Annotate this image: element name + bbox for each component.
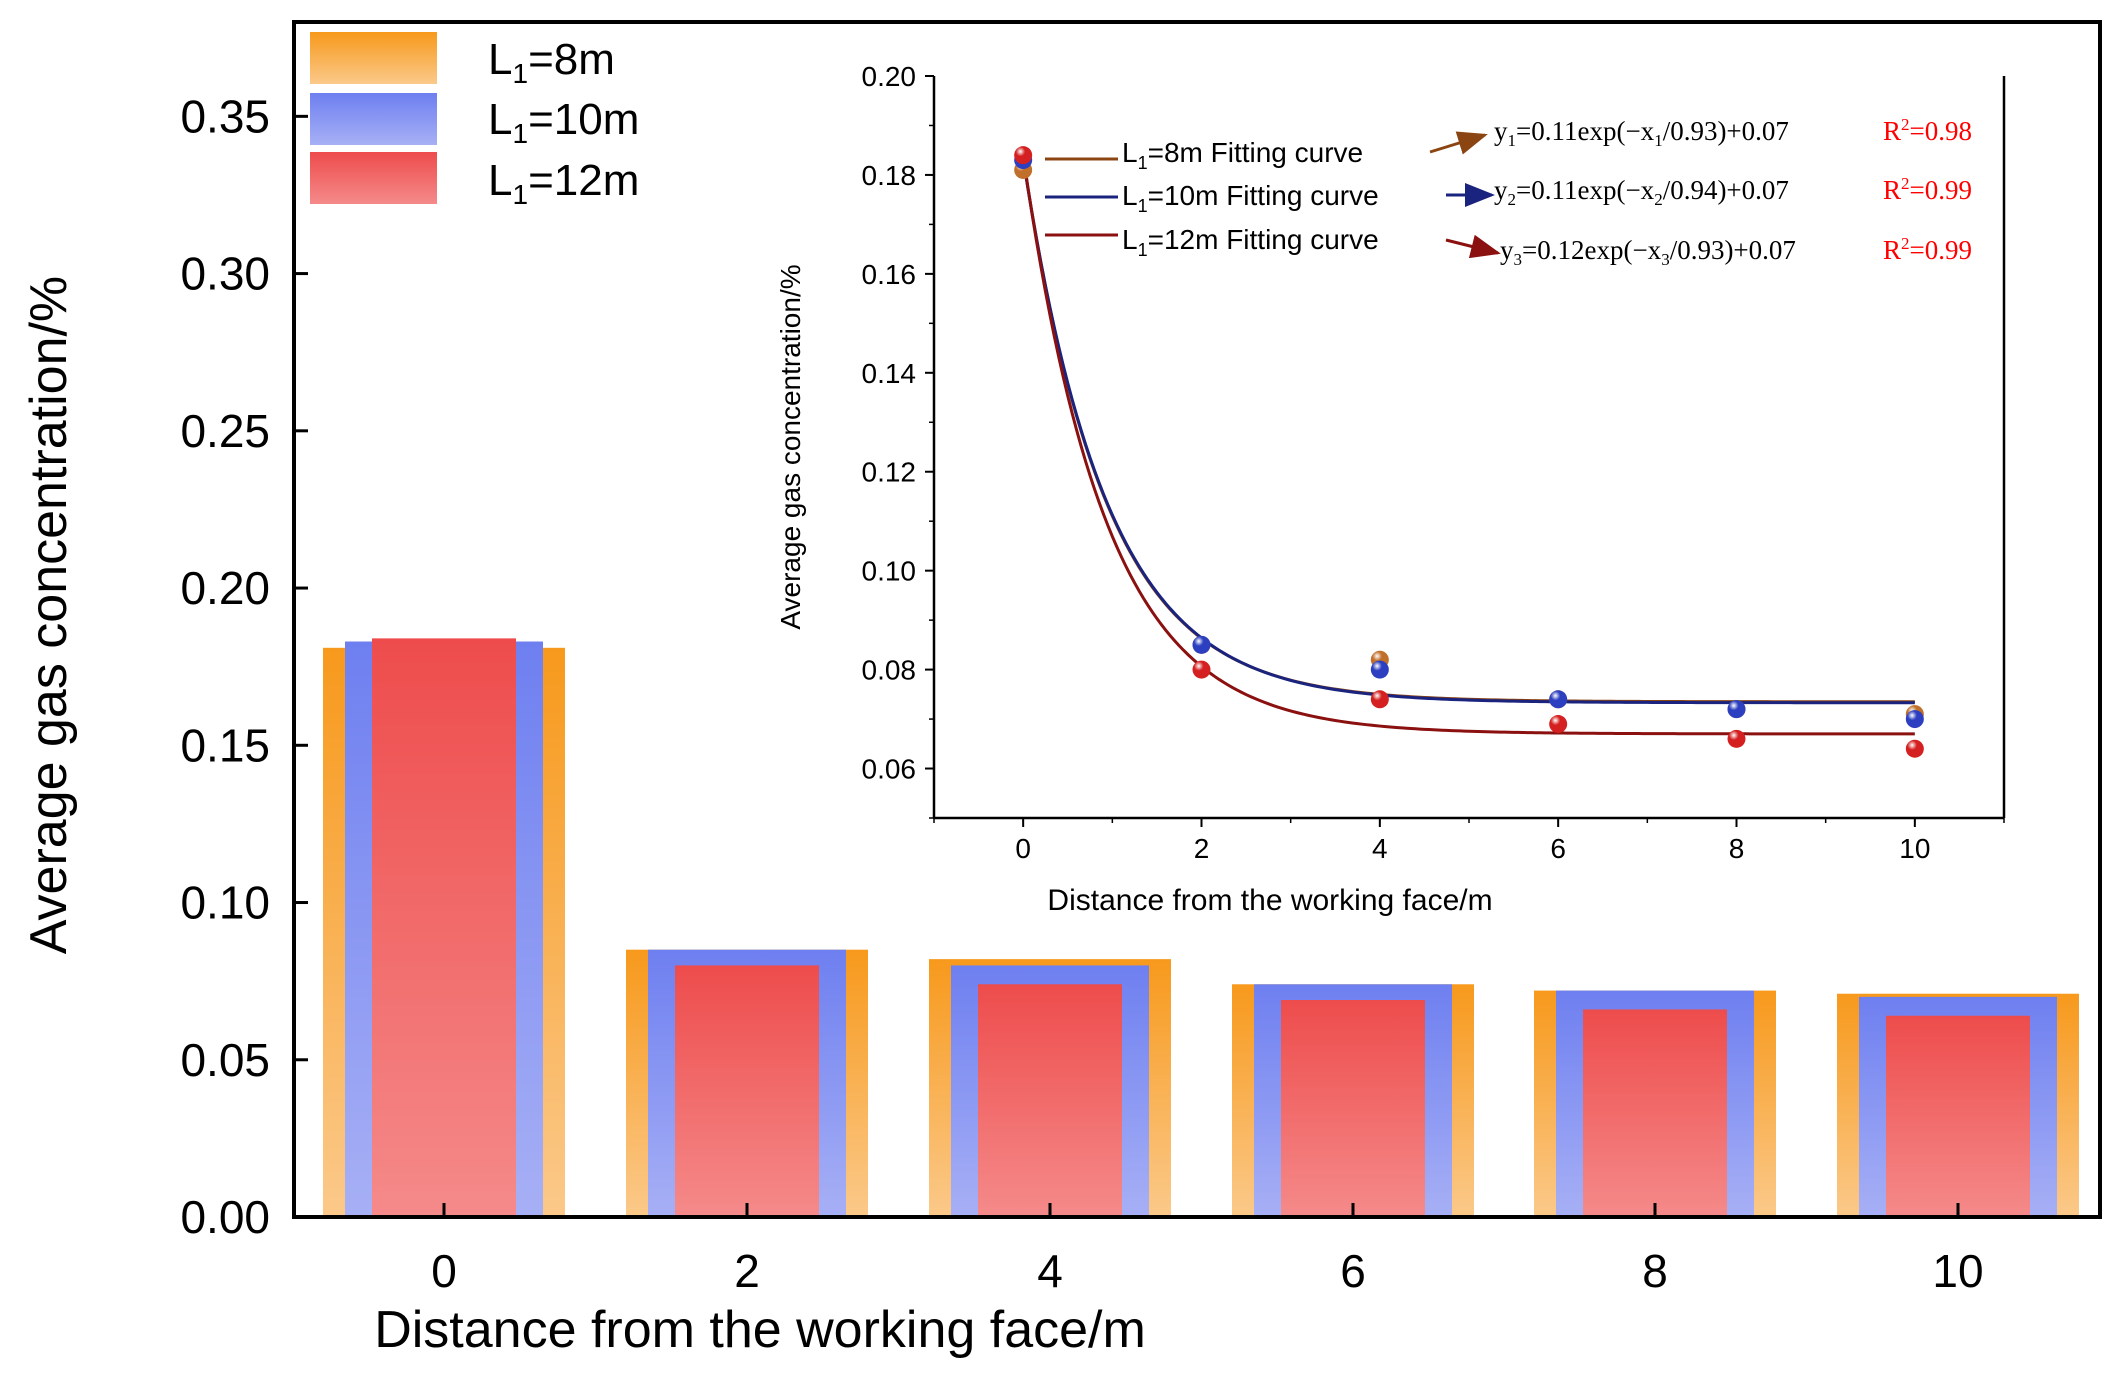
main-y-tick-label: 0.15 (180, 719, 270, 771)
bar-L1-12m-x0 (372, 638, 516, 1217)
fit-r2-8m: R2=0.98 (1883, 115, 1972, 146)
fit-curve-L1-10m (1021, 158, 1915, 705)
inset-y-tick-label: 0.20 (862, 61, 917, 92)
bar-L1-12m-x6 (1281, 1000, 1425, 1217)
inset-y-tick-label: 0.10 (862, 556, 917, 587)
main-plot-frame (292, 20, 2102, 1219)
fit-label-8m: L1=8m Fitting curve (1122, 137, 1363, 173)
point-L1-12m-x10 (1905, 739, 1924, 758)
point-L1-12m-x6 (1549, 715, 1568, 734)
main-y-tick-label: 0.20 (180, 562, 270, 614)
inset-x-tick-label: 10 (1899, 833, 1930, 864)
inset-y-tick-label: 0.16 (862, 259, 917, 290)
legend-label-12m: L1=12m (488, 156, 639, 210)
bar-L1-12m-x8 (1583, 1009, 1727, 1217)
inset-y-axis: 0.06 0.08 0.10 0.12 0.14 0.16 0.18 0.20 (862, 61, 934, 819)
inset-x-tick-label: 2 (1194, 833, 1210, 864)
main-bars (323, 638, 2079, 1217)
main-x-tick-label: 2 (734, 1245, 760, 1297)
bar-L1-12m-x2 (675, 965, 819, 1217)
fit-curve-L1-12m (1021, 154, 1915, 736)
legend-swatch-12m (310, 152, 437, 204)
legend-swatch-10m (310, 93, 437, 145)
inset-x-tick-label: 0 (1015, 833, 1031, 864)
main-y-axis-label: Average gas concentration/% (20, 276, 78, 954)
point-L1-10m-x4 (1370, 660, 1389, 679)
point-L1-10m-x10 (1905, 710, 1924, 729)
main-x-tick-label: 10 (1932, 1245, 1983, 1297)
main-y-tick-label: 0.35 (180, 90, 270, 142)
inset-data-points (1014, 146, 1924, 758)
main-y-axis: 0.00 0.05 0.10 0.15 0.20 0.25 0.30 0.35 (180, 90, 308, 1243)
inset-x-tick-label: 6 (1550, 833, 1566, 864)
main-y-tick-label: 0.00 (180, 1191, 270, 1243)
legend-swatch-8m (310, 32, 437, 84)
main-x-tick-label: 8 (1642, 1245, 1668, 1297)
point-L1-10m-x2 (1192, 635, 1211, 654)
point-L1-12m-x0 (1014, 146, 1033, 165)
point-L1-10m-x8 (1727, 700, 1746, 719)
inset-fitting-chart: 0.06 0.08 0.10 0.12 0.14 0.16 0.18 0.20 0 2 4 6 8 10… (775, 61, 2006, 917)
fit-r2-10m: R2=0.99 (1883, 174, 1972, 205)
main-y-tick-label: 0.10 (180, 877, 270, 929)
inset-x-tick-label: 8 (1729, 833, 1745, 864)
bar-L1-12m-x10 (1886, 1015, 2030, 1217)
fit-label-10m: L1=10m Fitting curve (1122, 180, 1379, 216)
main-y-tick-label: 0.25 (180, 405, 270, 457)
main-x-axis-label: Distance from the working face/m (374, 1301, 1146, 1359)
inset-y-tick-label: 0.08 (862, 655, 917, 686)
inset-fit-curves (1021, 154, 1915, 736)
inset-x-tick-label: 4 (1372, 833, 1388, 864)
point-L1-12m-x2 (1192, 660, 1211, 679)
point-L1-10m-x6 (1549, 690, 1568, 709)
fit-equation-10m: y2=0.11exp(−x2/0.94)+0.07 (1494, 175, 1789, 209)
legend-label-8m: L1=8m (488, 35, 615, 89)
inset-y-axis-label: Average gas concentration/% (775, 264, 806, 629)
inset-y-tick-label: 0.12 (862, 457, 917, 488)
legend-label-10m: L1=10m (488, 95, 639, 149)
inset-background (934, 76, 2004, 818)
main-x-tick-label: 4 (1037, 1245, 1063, 1297)
fit-arrow-8m (1429, 131, 1488, 155)
fit-label-12m: L1=12m Fitting curve (1122, 224, 1379, 260)
main-y-tick-label: 0.05 (180, 1034, 270, 1086)
main-legend: L1=8m L1=10m L1=12m (310, 32, 639, 210)
main-y-tick-label: 0.30 (180, 248, 270, 300)
inset-x-axis: 0 2 4 6 8 10 (933, 818, 2005, 864)
fit-equation-8m: y1=0.11exp(−x1/0.93)+0.07 (1494, 116, 1789, 150)
fit-arrow-12m (1445, 234, 1501, 259)
inset-x-axis-label: Distance from the working face/m (1047, 884, 1492, 917)
fit-r2-12m: R2=0.99 (1883, 234, 1972, 265)
point-L1-12m-x8 (1727, 729, 1746, 748)
fit-equation-12m: y3=0.12exp(−x3/0.93)+0.07 (1500, 235, 1796, 269)
main-x-axis: 0 2 4 6 8 10 (431, 1203, 1984, 1297)
bar-L1-12m-x4 (978, 984, 1122, 1217)
inset-y-tick-label: 0.14 (862, 358, 917, 389)
main-x-tick-label: 6 (1340, 1245, 1366, 1297)
main-x-tick-label: 0 (431, 1245, 457, 1297)
inset-y-tick-label: 0.18 (862, 160, 917, 191)
point-L1-12m-x4 (1370, 690, 1389, 709)
inset-y-tick-label: 0.06 (862, 754, 917, 785)
